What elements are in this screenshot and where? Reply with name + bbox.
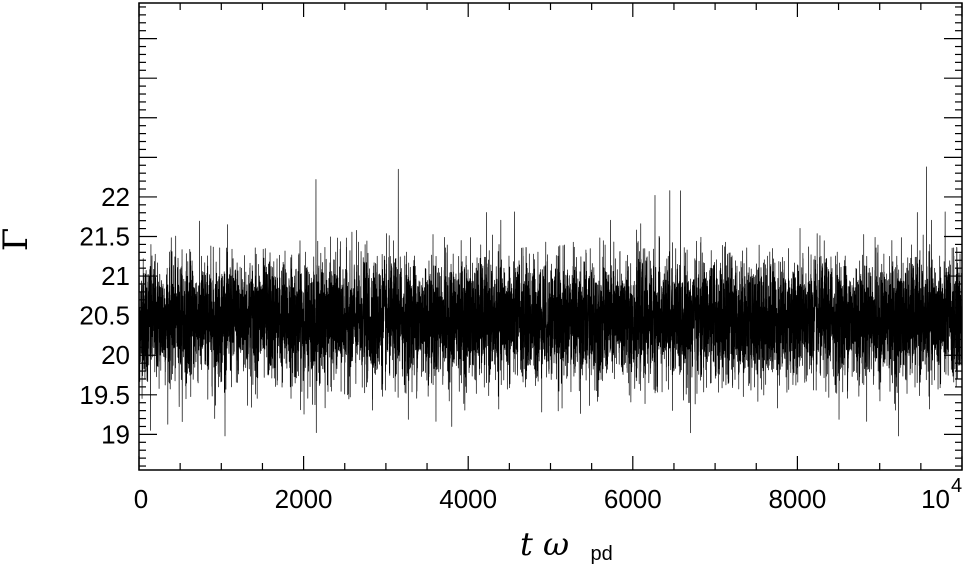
- series-gamma-path: [138, 166, 963, 437]
- y-axis-label: Γ: [0, 228, 36, 252]
- x-tick-label: 2000: [275, 484, 333, 514]
- x-tick-label: 8000: [768, 484, 826, 514]
- y-tick-label: 19: [101, 419, 130, 449]
- x-tick-label: 6000: [604, 484, 662, 514]
- y-tick-label: 22: [101, 182, 130, 212]
- x-axis-label-subscript: pd: [591, 543, 613, 564]
- y-tick-label: 20.5: [79, 301, 130, 331]
- y-tick-label: 20: [101, 340, 130, 370]
- plot-frame: [138, 2, 963, 471]
- axis-ticks: [138, 3, 963, 470]
- x-tick-label: 0: [134, 484, 148, 514]
- x-tick-label: 10: [921, 484, 950, 514]
- y-tick-label: 21: [101, 261, 130, 291]
- y-tick-label: 21.5: [79, 222, 130, 252]
- y-tick-label: 19.5: [79, 380, 130, 410]
- x-tick-exponent: 4: [951, 475, 962, 497]
- tick-labels: 0 2000 4000 6000 8000 10 4 19 19.5 20 20.5 21 21.5 22: [79, 182, 962, 514]
- series-line-gamma: [138, 166, 963, 437]
- axis-titles: t ω pd Γ: [0, 228, 613, 564]
- x-axis-label: t ω: [520, 525, 569, 563]
- x-tick-label: 4000: [439, 484, 497, 514]
